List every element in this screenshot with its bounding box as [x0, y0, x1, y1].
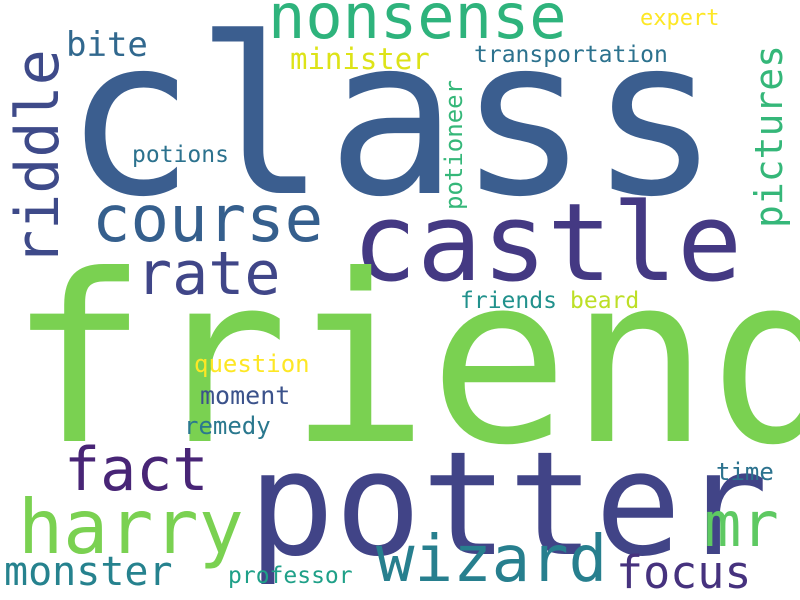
- word-minister: minister: [290, 42, 430, 76]
- word-potions: potions: [132, 142, 229, 168]
- word-pictures: pictures: [747, 44, 791, 228]
- word-rate: rate: [136, 239, 281, 309]
- word-fact: fact: [64, 435, 209, 505]
- word-question: question: [194, 350, 310, 378]
- word-beard: beard: [570, 288, 640, 314]
- word-transportation: transportation: [474, 42, 668, 68]
- word-bite: bite: [66, 25, 148, 65]
- word-professor: professor: [228, 563, 353, 589]
- word-friend: friend: [8, 225, 800, 496]
- word-castle: castle: [352, 181, 743, 306]
- word-moment: moment: [200, 381, 291, 410]
- word-remedy: remedy: [184, 412, 271, 440]
- word-harry: harry: [18, 483, 244, 571]
- word-mr: mr: [704, 488, 779, 561]
- word-friends: friends: [460, 288, 557, 314]
- word-monster: monster: [4, 549, 173, 595]
- word-focus: focus: [616, 546, 752, 599]
- word-nonsense: nonsense: [268, 0, 567, 53]
- word-class: class: [64, 0, 721, 245]
- word-course: course: [92, 183, 324, 257]
- word-potter: potter: [248, 420, 769, 588]
- word-time: time: [716, 458, 774, 486]
- word-expert: expert: [640, 6, 720, 31]
- word-wizard: wizard: [376, 523, 608, 597]
